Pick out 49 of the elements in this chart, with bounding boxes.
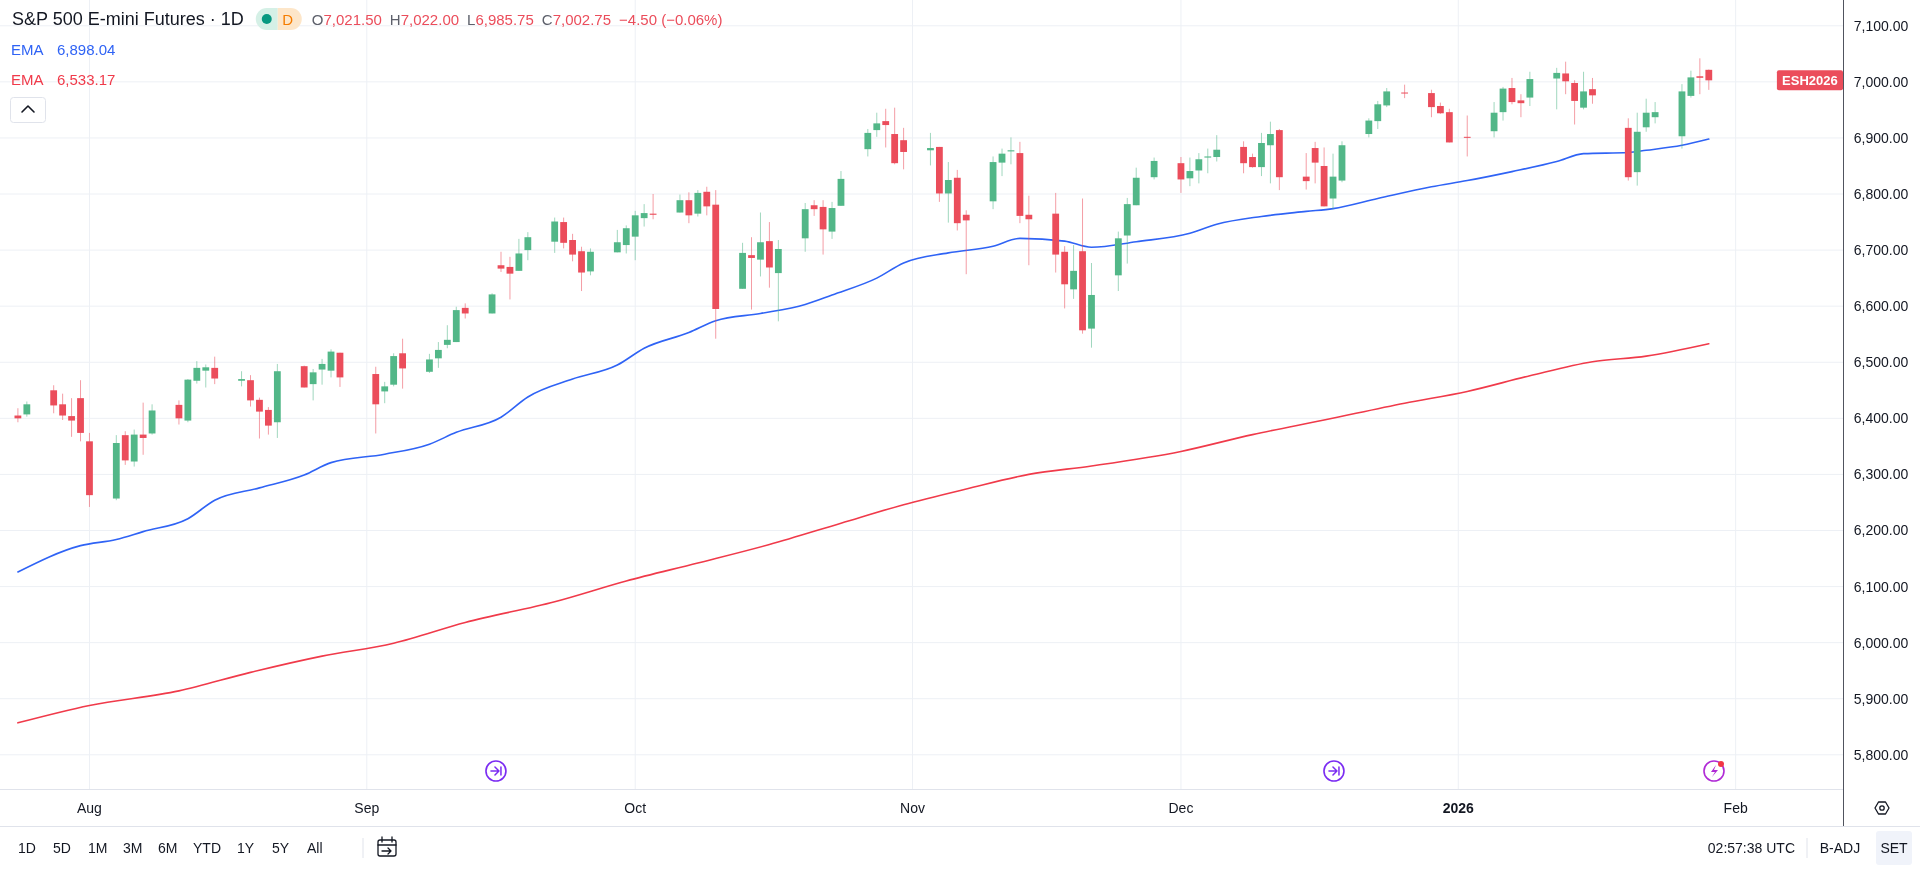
y-tick-label: 5,800.00 [1853,746,1909,763]
text: 3M [123,840,143,856]
x-tick-label: Oct [624,800,647,816]
y-tick-label: 7,000.00 [1853,73,1909,90]
y-tick-label: 6,300.00 [1853,466,1909,483]
x-tick-label: Nov [900,800,926,816]
text: 5D [53,840,71,856]
y-tick-label: 6,000.00 [1853,634,1909,651]
x-tick-label: Aug [77,800,102,816]
y-tick-label: 6,400.00 [1853,410,1909,427]
text: SET [1880,840,1909,856]
text: 1M [88,840,108,856]
y-tick-label: 6,500.00 [1853,354,1909,371]
text: 5Y [272,840,290,856]
text: 6M [158,840,178,856]
annotation: C7,002.75 [541,10,612,28]
x-tick-label: Dec [1168,800,1194,816]
annotation: O7,021.50 [311,10,382,28]
y-tick-label: 6,200.00 [1853,522,1909,539]
annotation: ESH2026 [1782,72,1838,88]
x-tick-label: 2026 [1442,800,1475,816]
annotation: D [282,10,294,28]
annotation: −4.50 (−0.06%) [619,10,723,28]
candlestick [810,199,818,217]
y-tick-label: 6,100.00 [1853,578,1909,595]
x-tick-label: Feb [1723,800,1748,816]
y-tick-label: 5,900.00 [1853,690,1909,707]
y-tick-label: 6,700.00 [1853,242,1909,259]
annotation: 6,898.04 [57,40,116,58]
y-tick-label: 6,900.00 [1853,129,1909,146]
line-series [17,138,1710,573]
x-tick-label: Sep [354,800,380,816]
line-series [17,342,1710,724]
y-tick-label: 7,100.00 [1853,17,1909,34]
text: 1Y [237,840,255,856]
y-tick-label: 6,800.00 [1853,186,1909,203]
text: B-ADJ [1819,840,1861,856]
text: 02:57:38 UTC [1707,840,1795,856]
text: S&P 500 E-mini Futures · 1D [12,9,244,29]
text: EMA [11,70,44,88]
text: All [307,840,323,856]
annotation: 6,533.17 [57,70,116,88]
annotation: L6,985.75 [467,10,534,28]
text: 1D [18,840,36,856]
annotation: H7,022.00 [389,10,460,28]
text: EMA [11,40,44,58]
candlestick [1401,84,1409,99]
y-tick-label: 6,600.00 [1853,298,1909,315]
text: YTD [193,840,221,856]
